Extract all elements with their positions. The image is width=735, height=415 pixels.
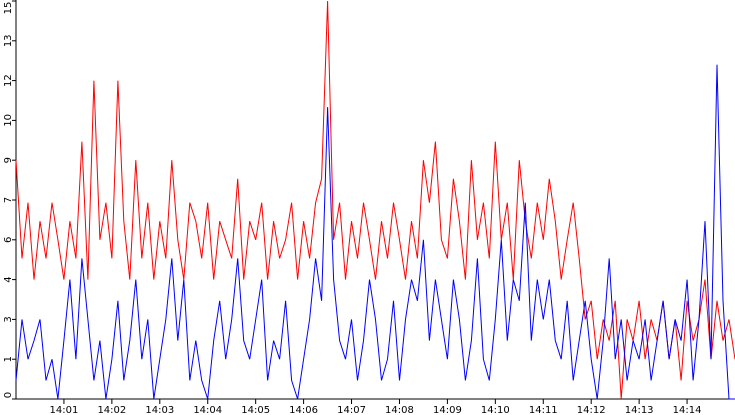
y-tick-label: 9 [3,157,14,163]
x-tick-label: 14:07 [337,405,366,415]
y-tick-label: 3 [3,316,14,322]
y-tick-label: 10 [3,114,14,127]
x-tick-label: 14:04 [193,405,222,415]
x-tick-label: 14:08 [385,405,414,415]
x-tick-label: 14:12 [577,405,606,415]
x-tick-label: 14:05 [241,405,270,415]
y-tick-label: 4 [3,276,14,282]
x-tick-label: 14:01 [50,405,79,415]
x-tick-label: 14:10 [481,405,510,415]
x-tick-label: 14:03 [145,405,174,415]
y-tick-label: 1 [3,356,14,362]
x-tick-label: 14:14 [673,405,702,415]
y-tick-label: 12 [3,74,14,87]
y-tick-label: 6 [3,237,14,243]
series-line [15,0,735,400]
y-tick-label: 13 [3,34,14,47]
y-tick-label: 0 [3,392,14,398]
x-tick-label: 14:06 [289,405,318,415]
y-tick-label: 7 [3,197,14,203]
y-tick-label: 15 [3,2,14,15]
x-tick-label: 14:13 [625,405,654,415]
x-tick-label: 14:09 [433,405,462,415]
x-tick-label: 14:02 [97,405,126,415]
x-tick-label: 14:11 [529,405,558,415]
series-line [15,64,735,400]
